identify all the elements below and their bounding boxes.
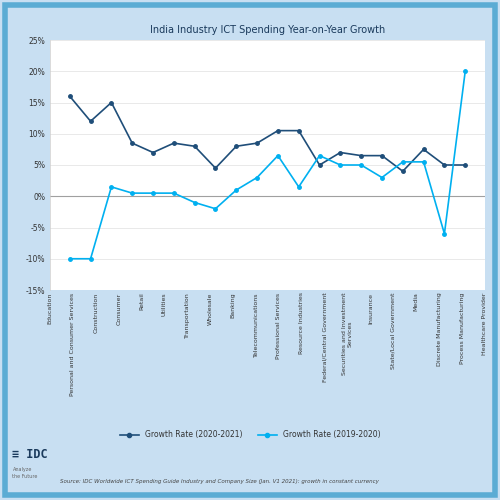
Line: Growth Rate (2019-2020): Growth Rate (2019-2020)	[68, 70, 467, 260]
Growth Rate (2019-2020)	[108, 184, 114, 190]
Text: the Future: the Future	[12, 474, 38, 480]
Text: Healthcare Provider: Healthcare Provider	[482, 292, 488, 355]
Growth Rate (2019-2020)	[171, 190, 177, 196]
Text: Transportation: Transportation	[185, 292, 190, 338]
Text: Professional Services: Professional Services	[276, 292, 281, 358]
Growth Rate (2020-2021)	[254, 140, 260, 146]
Growth Rate (2019-2020)	[400, 159, 406, 165]
Growth Rate (2019-2020)	[275, 152, 281, 158]
Growth Rate (2020-2021)	[442, 162, 448, 168]
Growth Rate (2019-2020)	[420, 159, 426, 165]
Growth Rate (2019-2020)	[442, 231, 448, 237]
Growth Rate (2020-2021)	[338, 150, 344, 156]
Growth Rate (2019-2020)	[192, 200, 198, 205]
Growth Rate (2020-2021)	[234, 143, 239, 149]
Growth Rate (2019-2020)	[358, 162, 364, 168]
Text: Construction: Construction	[94, 292, 98, 333]
Legend: Growth Rate (2020-2021), Growth Rate (2019-2020): Growth Rate (2020-2021), Growth Rate (20…	[116, 428, 384, 442]
Growth Rate (2020-2021)	[129, 140, 135, 146]
Text: Banking: Banking	[230, 292, 235, 318]
Growth Rate (2019-2020)	[462, 68, 468, 74]
Growth Rate (2020-2021)	[171, 140, 177, 146]
Growth Rate (2019-2020)	[254, 174, 260, 180]
Growth Rate (2019-2020)	[212, 206, 218, 212]
Growth Rate (2020-2021)	[88, 118, 94, 124]
Growth Rate (2019-2020)	[296, 184, 302, 190]
Growth Rate (2019-2020)	[88, 256, 94, 262]
Growth Rate (2019-2020)	[338, 162, 344, 168]
Text: ≡ IDC: ≡ IDC	[12, 448, 48, 460]
Growth Rate (2019-2020)	[316, 152, 322, 158]
Text: Wholesale: Wholesale	[208, 292, 213, 325]
Title: India Industry ICT Spending Year-on-Year Growth: India Industry ICT Spending Year-on-Year…	[150, 25, 385, 35]
Text: Insurance: Insurance	[368, 292, 373, 324]
Growth Rate (2020-2021)	[192, 143, 198, 149]
Text: Telecommunications: Telecommunications	[254, 292, 258, 357]
Text: Resource Industries: Resource Industries	[300, 292, 304, 354]
Text: Federal/Central Government: Federal/Central Government	[322, 292, 327, 382]
Text: Process Manufacturing: Process Manufacturing	[460, 292, 464, 364]
Growth Rate (2020-2021)	[275, 128, 281, 134]
Growth Rate (2020-2021)	[420, 146, 426, 152]
Text: Education: Education	[48, 292, 52, 324]
Growth Rate (2019-2020)	[150, 190, 156, 196]
Growth Rate (2020-2021)	[400, 168, 406, 174]
Growth Rate (2020-2021)	[358, 152, 364, 158]
Text: Personal and Consumer Services: Personal and Consumer Services	[70, 292, 76, 396]
Growth Rate (2020-2021)	[108, 100, 114, 105]
Text: Source: IDC Worldwide ICT Spending Guide Industry and Company Size (Jan. V1 2021: Source: IDC Worldwide ICT Spending Guide…	[60, 478, 379, 484]
Text: Analyze: Analyze	[12, 467, 32, 472]
Growth Rate (2020-2021)	[296, 128, 302, 134]
Text: Utilities: Utilities	[162, 292, 167, 316]
Growth Rate (2020-2021)	[379, 152, 385, 158]
Growth Rate (2020-2021)	[212, 165, 218, 171]
Growth Rate (2020-2021)	[67, 93, 73, 99]
Text: Media: Media	[414, 292, 419, 312]
Text: Securities and Investment
Services: Securities and Investment Services	[342, 292, 353, 375]
Growth Rate (2020-2021)	[150, 150, 156, 156]
Growth Rate (2019-2020)	[67, 256, 73, 262]
Growth Rate (2019-2020)	[234, 187, 239, 193]
Text: Consumer: Consumer	[116, 292, 121, 324]
Line: Growth Rate (2020-2021): Growth Rate (2020-2021)	[68, 94, 467, 173]
Growth Rate (2019-2020)	[379, 174, 385, 180]
Text: State/Local Government: State/Local Government	[391, 292, 396, 369]
Growth Rate (2020-2021)	[462, 162, 468, 168]
Text: Retail: Retail	[139, 292, 144, 310]
Growth Rate (2020-2021)	[316, 162, 322, 168]
Growth Rate (2019-2020)	[129, 190, 135, 196]
Text: Discrete Manufacturing: Discrete Manufacturing	[436, 292, 442, 366]
